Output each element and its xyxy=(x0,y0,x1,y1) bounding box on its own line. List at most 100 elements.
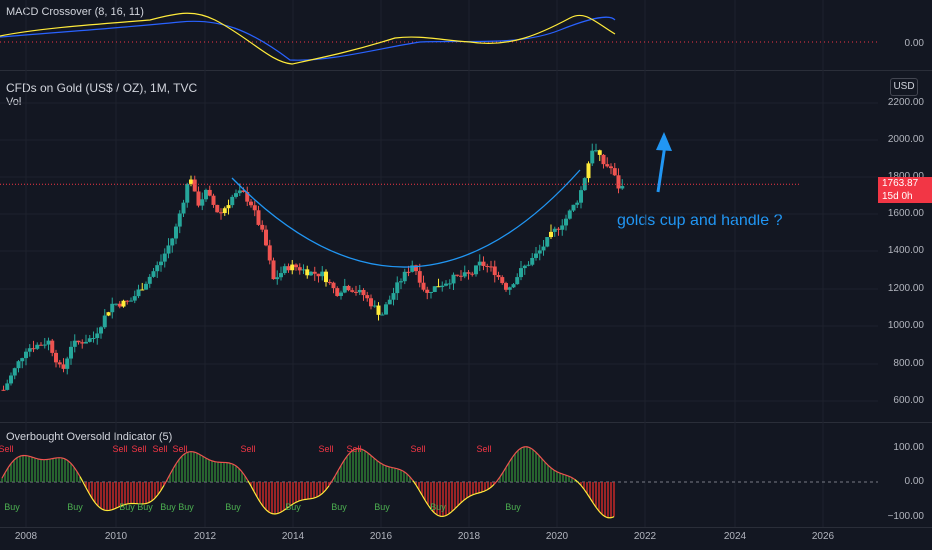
candle-body xyxy=(99,327,103,334)
pane-divider-2 xyxy=(0,422,932,423)
obos-curve xyxy=(241,471,246,477)
obos-tick: 0.00 xyxy=(904,476,924,487)
candle-body xyxy=(57,362,62,365)
candle-body xyxy=(121,300,126,307)
macd-signal-line xyxy=(0,16,616,61)
obos-curve xyxy=(160,485,165,491)
candle-body xyxy=(616,175,621,189)
candle-body xyxy=(27,348,32,352)
candle-body xyxy=(189,179,193,184)
candle-body xyxy=(290,264,295,271)
candle-body xyxy=(241,190,246,193)
obos-curve xyxy=(88,492,93,499)
candle-body xyxy=(256,210,261,225)
pane-divider xyxy=(0,70,932,71)
candle-body xyxy=(365,295,370,299)
candle-body xyxy=(380,314,385,316)
buy-signal: Buy xyxy=(374,502,390,512)
candle-body xyxy=(219,212,223,214)
obos-curve xyxy=(298,499,303,502)
main-chart-pane[interactable]: CFDs on Gold (US$ / OZ), 1M, TVC Vol xyxy=(0,71,932,421)
candle-body xyxy=(237,190,242,194)
obos-curve xyxy=(568,475,573,479)
candle-body xyxy=(620,186,625,189)
obos-curve xyxy=(13,457,18,461)
obos-curve xyxy=(448,510,453,515)
candle-body xyxy=(20,358,25,362)
candle-body xyxy=(95,333,100,339)
price-tick: 1400.00 xyxy=(887,245,924,256)
obos-curve xyxy=(499,471,504,478)
obos-pane[interactable]: Overbought Oversold Indicator (5) xyxy=(0,423,932,528)
currency-button[interactable]: USD xyxy=(890,78,918,96)
obos-curve xyxy=(460,499,465,504)
candle-body xyxy=(564,218,568,226)
obos-curve xyxy=(544,461,549,466)
obos-curve xyxy=(514,449,519,455)
price-tick: 2200.00 xyxy=(887,97,924,108)
obos-curve xyxy=(391,466,396,469)
obos-curve xyxy=(85,487,90,494)
buy-signal: Buy xyxy=(505,502,521,512)
cup-handle-annotation[interactable]: golds cup and handle ? xyxy=(617,212,783,229)
candle-body xyxy=(132,296,137,301)
candle-body xyxy=(147,276,152,284)
price-tick: 600.00 xyxy=(893,395,924,406)
obos-curve xyxy=(484,488,489,492)
candle-body xyxy=(234,193,238,197)
candle-body xyxy=(582,178,587,191)
obos-curve xyxy=(580,485,585,490)
obos-curve xyxy=(457,502,462,507)
obos-curve xyxy=(250,485,255,492)
obos-curve xyxy=(583,488,588,494)
candle-body xyxy=(174,226,178,239)
obos-curve xyxy=(70,463,75,468)
candle-body xyxy=(399,281,403,283)
candle-body xyxy=(312,271,317,274)
obos-curve xyxy=(385,465,390,468)
candle-body xyxy=(500,277,505,284)
candle-body xyxy=(530,257,535,265)
candle-body xyxy=(192,179,197,192)
obos-curve xyxy=(202,455,207,459)
candle-body xyxy=(12,368,17,376)
obos-tick: 100.00 xyxy=(893,442,924,453)
obos-curve xyxy=(592,502,597,508)
obos-curve xyxy=(268,511,273,515)
obos-curve xyxy=(493,480,498,485)
obos-curve xyxy=(175,459,180,465)
buy-signal: Buy xyxy=(4,502,20,512)
obos-curve xyxy=(445,513,450,517)
obos-curve xyxy=(181,453,186,457)
candle-body xyxy=(76,340,81,343)
obos-curve xyxy=(232,463,237,467)
obos-curve xyxy=(436,514,441,517)
candle-body xyxy=(42,344,47,346)
candle-body xyxy=(470,273,475,275)
candle-body xyxy=(560,225,565,230)
candle-body xyxy=(69,346,73,359)
obos-curve xyxy=(412,480,417,486)
last-price-value: 1763.87 xyxy=(882,178,919,189)
obos-curve xyxy=(28,455,33,458)
candle-body xyxy=(181,202,186,214)
cup-curve xyxy=(231,169,581,268)
candle-body xyxy=(541,246,546,251)
candle-body xyxy=(335,288,340,296)
symbol-title[interactable]: CFDs on Gold (US$ / OZ), 1M, TVC xyxy=(6,81,198,95)
candle-body xyxy=(609,166,613,169)
obos-curve xyxy=(517,447,522,451)
obos-curve xyxy=(34,457,39,460)
bar-countdown: 15d 0h xyxy=(882,191,913,202)
obos-curve xyxy=(328,480,333,487)
obos-curve xyxy=(322,489,327,494)
obos-curve xyxy=(25,455,30,457)
obos-curve xyxy=(502,467,507,473)
obos-curve xyxy=(76,471,81,477)
obos-curve xyxy=(433,512,438,516)
obos-curve xyxy=(97,505,102,510)
macd-pane[interactable]: MACD Crossover (8, 16, 11) 0.00 xyxy=(0,0,932,70)
obos-curve xyxy=(79,476,84,483)
candle-body xyxy=(249,201,253,206)
candle-body xyxy=(526,264,531,266)
